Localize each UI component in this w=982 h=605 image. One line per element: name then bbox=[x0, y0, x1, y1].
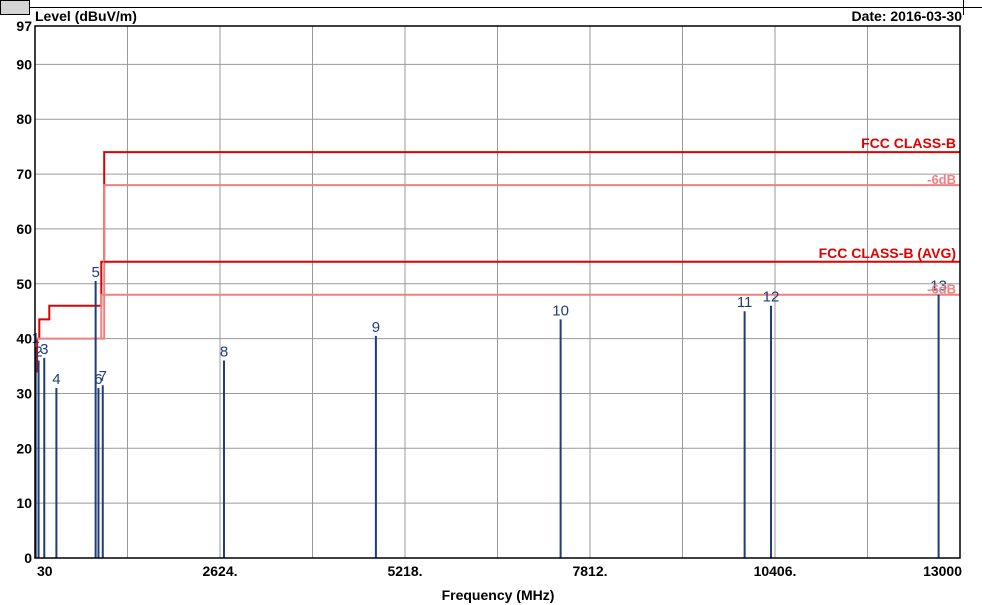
x-tick-label: 13000 bbox=[923, 563, 962, 579]
peak-marker-label: 4 bbox=[52, 371, 60, 388]
peak-marker-label: 7 bbox=[99, 368, 107, 385]
y-tick-label: 97 bbox=[16, 18, 32, 34]
peak-marker-label: 12 bbox=[763, 289, 780, 306]
peak-marker-label: 13 bbox=[930, 278, 947, 295]
top-rule bbox=[30, 7, 982, 8]
corner-box bbox=[0, 0, 30, 15]
date-label: Date: 2016-03-30 bbox=[851, 8, 962, 24]
window-header bbox=[0, 0, 982, 20]
limit-lines bbox=[35, 151, 960, 373]
y-tick-label: 30 bbox=[16, 385, 32, 401]
x-tick-label: 30 bbox=[37, 563, 53, 579]
peak-marker-label: 8 bbox=[220, 344, 228, 361]
y-axis-label: Level (dBuV/m) bbox=[35, 8, 137, 24]
y-tick-label: 80 bbox=[16, 111, 32, 127]
peak-marker-label: 6 bbox=[94, 371, 102, 388]
x-tick-label: 7812. bbox=[572, 563, 607, 579]
limit-label: FCC CLASS-B (AVG) bbox=[819, 245, 956, 261]
x-tick-label: 2624. bbox=[202, 563, 237, 579]
y-tick-label: 70 bbox=[16, 166, 32, 182]
y-tick-label: 40 bbox=[16, 331, 32, 347]
peak-marker-label: 3 bbox=[40, 341, 48, 358]
limit-line bbox=[35, 293, 960, 340]
limit-label: FCC CLASS-B bbox=[861, 135, 956, 151]
y-tick-labels: 0 10 20 30 40 50 60 70 80 90 97 bbox=[16, 18, 32, 566]
limit-labels: FCC CLASS-B -6dB FCC CLASS-B (AVG) -6dB bbox=[819, 135, 956, 297]
peak-marker-label: 9 bbox=[372, 319, 380, 336]
plot-frame bbox=[34, 25, 961, 559]
limit-label: -6dB bbox=[927, 172, 956, 187]
y-tick-label: 0 bbox=[24, 550, 32, 566]
x-tick-label: 5218. bbox=[387, 563, 422, 579]
x-tick-labels: 30 2624. 5218. 7812. 10406. 13000 bbox=[37, 563, 962, 579]
grid bbox=[35, 26, 960, 558]
limit-label: -6dB bbox=[927, 282, 956, 297]
y-tick-label: 50 bbox=[16, 276, 32, 292]
y-tick-label: 20 bbox=[16, 440, 32, 456]
y-tick-label: 60 bbox=[16, 221, 32, 237]
peak-marker-label: 2 bbox=[34, 344, 42, 361]
peak-marker-label: 5 bbox=[91, 264, 99, 281]
peak-marker-label: 11 bbox=[737, 294, 753, 311]
y-tick-label: 10 bbox=[16, 495, 32, 511]
right-tick bbox=[963, 0, 964, 15]
peak-marker-label: 10 bbox=[552, 302, 569, 319]
x-axis-label: Frequency (MHz) bbox=[442, 587, 555, 603]
x-tick-label: 10406. bbox=[754, 563, 797, 579]
y-tick-label: 90 bbox=[16, 56, 32, 72]
